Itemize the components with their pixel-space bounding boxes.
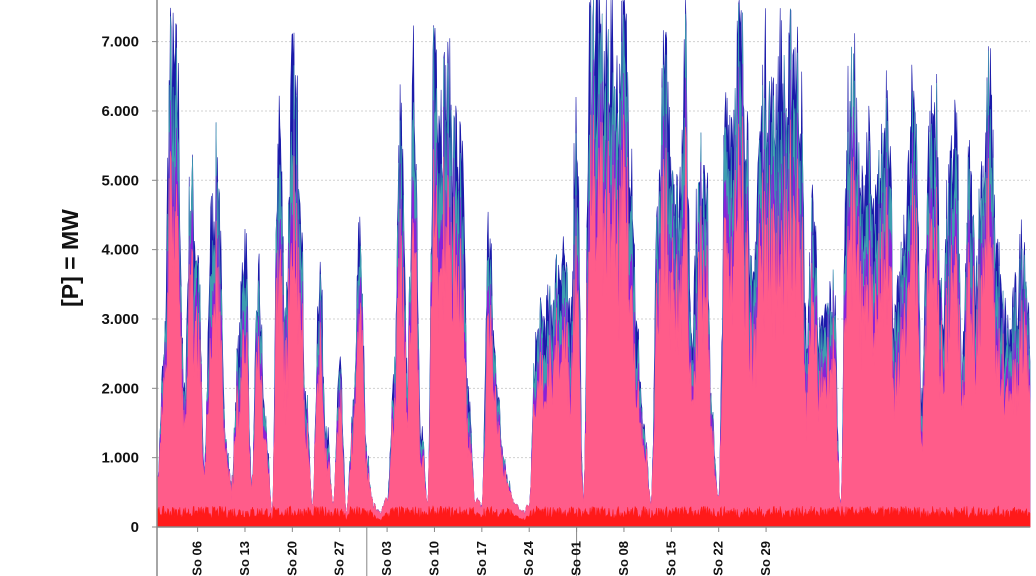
x-tick-label: So 15 (663, 541, 678, 576)
y-axis-label: [P] = MW (57, 209, 83, 307)
x-tick-label: So 29 (758, 541, 773, 576)
x-tick-label: So 13 (237, 541, 252, 576)
x-tick-label: So 20 (284, 541, 299, 576)
x-tick-label: So 08 (616, 541, 631, 576)
y-tick-label: 3.000 (101, 311, 139, 328)
x-tick-label: So 27 (332, 541, 347, 576)
x-tick-label: So 17 (474, 541, 489, 576)
y-tick-labels: 0 1.000 2.000 3.000 4.000 5.000 6.000 7.000 (101, 34, 157, 536)
y-tick-label: 2.000 (101, 380, 139, 397)
x-tick-label: So 03 (379, 541, 394, 576)
y-tick-label: 5.000 (101, 172, 139, 189)
y-tick-label: 1.000 (101, 450, 139, 467)
stacked-areas (156, 0, 1031, 528)
x-tick-labels: So 06 So 13 So 20 So 27 So 03 So 10 So 17 So 24… (190, 527, 773, 576)
y-tick-label: 6.000 (101, 103, 139, 120)
x-tick-label: So 06 (190, 541, 205, 576)
y-tick-label: 7.000 (101, 34, 139, 51)
x-tick-label: So 22 (711, 541, 726, 576)
x-tick-label: So 24 (521, 540, 536, 575)
y-tick-label: 4.000 (101, 242, 139, 259)
axes (156, 0, 1030, 576)
x-tick-label: So 10 (427, 541, 442, 576)
x-tick-label: So 01 (569, 541, 584, 576)
y-tick-label: 0 (131, 519, 139, 536)
